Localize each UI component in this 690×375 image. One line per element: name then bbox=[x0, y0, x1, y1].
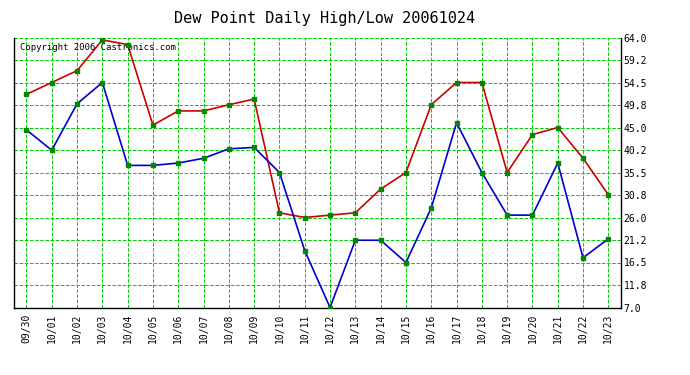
Text: Copyright 2006 Castronics.com: Copyright 2006 Castronics.com bbox=[20, 43, 176, 52]
Text: Dew Point Daily High/Low 20061024: Dew Point Daily High/Low 20061024 bbox=[174, 11, 475, 26]
